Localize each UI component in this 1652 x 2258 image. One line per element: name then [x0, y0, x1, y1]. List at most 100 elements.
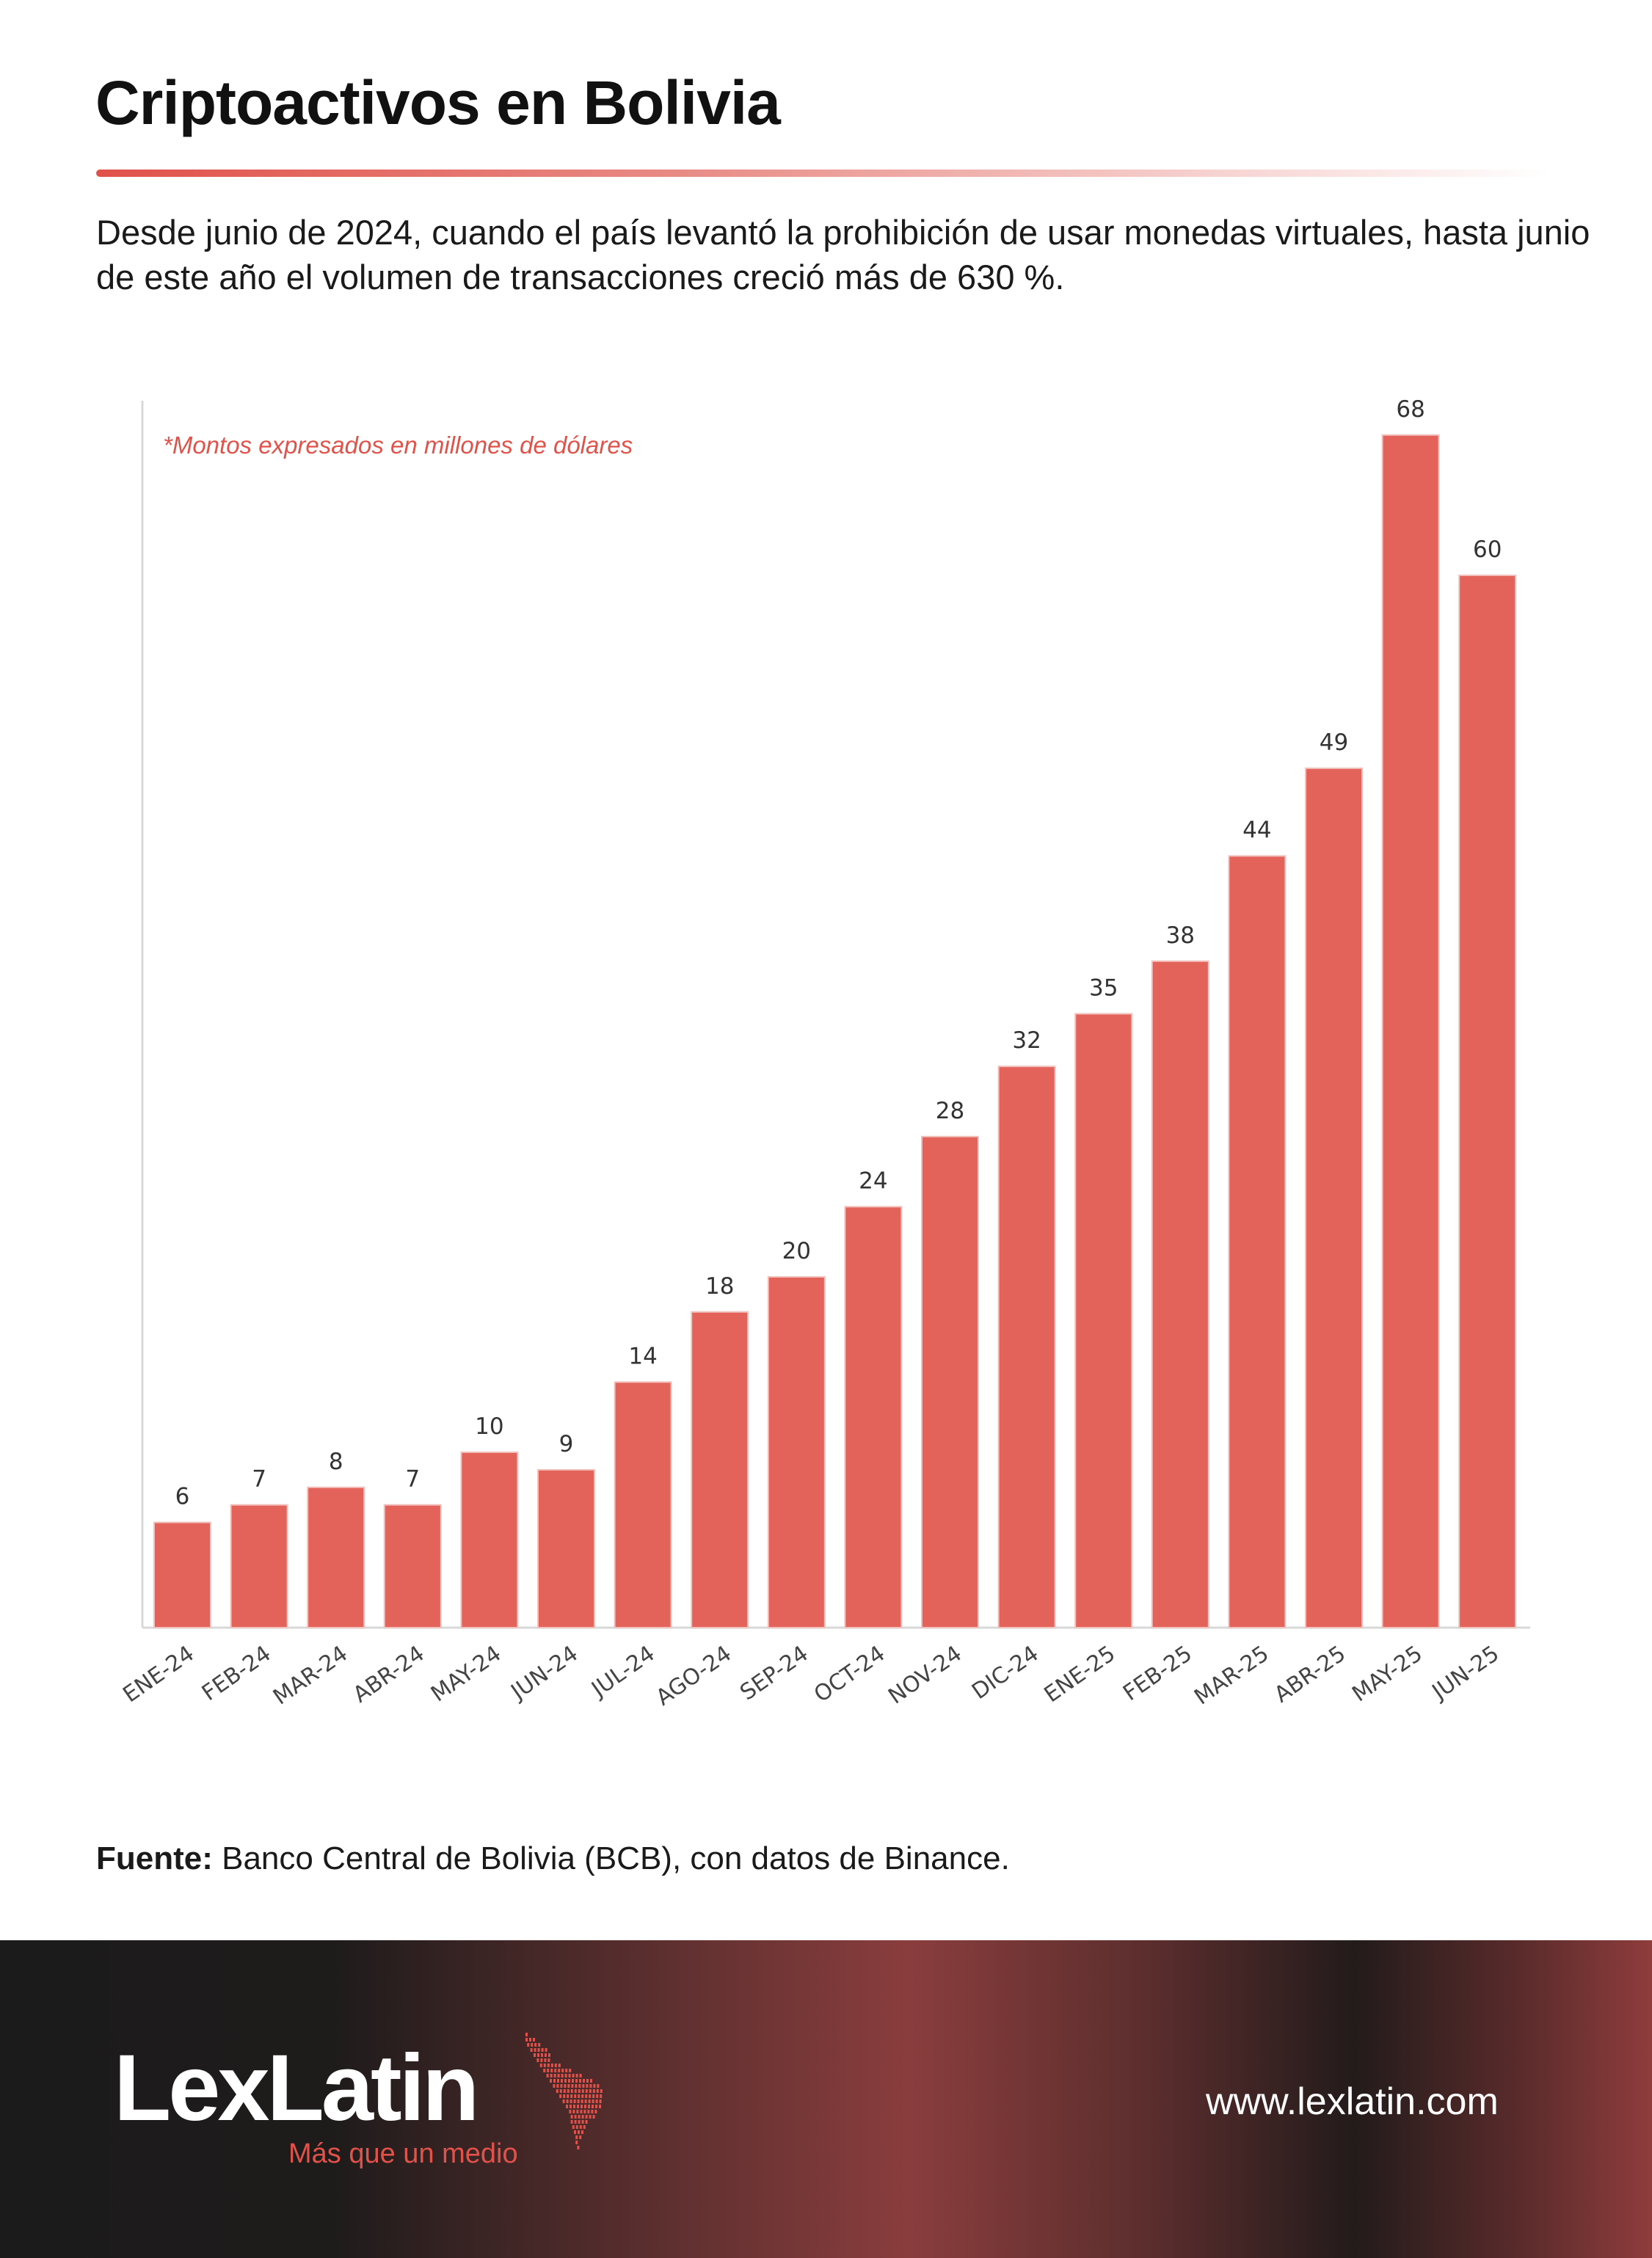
x-tick-label: DIC-24 — [967, 1641, 1044, 1705]
map-dot — [553, 2084, 556, 2088]
map-dot — [589, 2089, 592, 2093]
subtitle: Desde junio de 2024, cuando el país leva… — [96, 213, 1590, 296]
map-dot — [566, 2105, 568, 2108]
data-label: 18 — [705, 1273, 734, 1300]
map-dot — [566, 2099, 569, 2103]
map-dot — [574, 2120, 577, 2124]
map-dot — [589, 2115, 592, 2119]
map-dot — [573, 2099, 576, 2103]
map-dot — [583, 2125, 586, 2129]
map-dot — [579, 2135, 582, 2139]
tagline: Más que un medio — [288, 2138, 518, 2169]
x-tick-label: ABR-24 — [349, 1641, 429, 1708]
data-label: 9 — [559, 1431, 574, 1457]
map-dot — [574, 2089, 577, 2093]
map-dot — [588, 2099, 591, 2103]
map-dot — [585, 2094, 588, 2098]
map-dot — [563, 2094, 566, 2098]
x-tick-label: ENE-24 — [118, 1641, 199, 1708]
data-label: 44 — [1242, 817, 1271, 843]
map-dot — [592, 2089, 595, 2093]
map-dot — [570, 2120, 573, 2124]
map-dot — [582, 2084, 585, 2088]
map-dot — [547, 2058, 550, 2062]
map-dot — [558, 2069, 561, 2072]
map-dot — [587, 2110, 590, 2113]
map-dot — [538, 2043, 541, 2047]
map-dot — [572, 2074, 575, 2077]
data-label: 60 — [1473, 536, 1502, 563]
map-dot — [580, 2110, 583, 2113]
data-label: 14 — [628, 1343, 657, 1369]
latin-america-map-icon — [525, 2033, 603, 2149]
map-dot — [593, 2084, 596, 2088]
map-dot — [578, 2120, 581, 2124]
data-label: 32 — [1012, 1027, 1041, 1054]
map-dot — [583, 2079, 585, 2083]
map-dot — [581, 2094, 584, 2098]
map-dot — [579, 2125, 582, 2129]
map-dot — [560, 2084, 563, 2088]
bar — [767, 1276, 826, 1628]
map-dot — [546, 2074, 549, 2077]
map-dot — [550, 2064, 553, 2067]
map-dot — [544, 2058, 547, 2062]
map-dot — [537, 2053, 539, 2057]
map-dot — [533, 2038, 535, 2042]
x-tick-label: MAR-24 — [269, 1641, 352, 1711]
bar — [1074, 1013, 1133, 1628]
map-dot — [561, 2069, 564, 2072]
x-tick-label: JUL-24 — [586, 1641, 659, 1703]
website-link[interactable]: www.lexlatin.com — [1206, 2080, 1499, 2123]
map-dot — [583, 2110, 586, 2113]
map-dot — [572, 2125, 575, 2129]
map-dot — [578, 2084, 581, 2088]
map-dot — [525, 2038, 528, 2042]
map-dot — [577, 2146, 580, 2149]
map-dot — [570, 2105, 572, 2108]
x-tick-label: NOV-24 — [884, 1641, 967, 1710]
x-tick-label: MAY-25 — [1347, 1641, 1427, 1708]
map-dot — [581, 2115, 584, 2119]
footer: LexLatin Más que un medio www.lexlatin.c… — [0, 1940, 1652, 2258]
source-note: Fuente: Banco Central de Bolivia (BCB), … — [96, 1840, 1010, 1877]
map-dot — [573, 2105, 575, 2108]
map-dot — [596, 2094, 599, 2098]
map-dot — [554, 2069, 557, 2072]
map-dot — [564, 2079, 567, 2083]
map-dot — [534, 2048, 536, 2052]
map-dot — [550, 2079, 552, 2083]
map-dot — [525, 2033, 528, 2036]
bar — [383, 1504, 442, 1628]
map-dot — [559, 2094, 562, 2098]
map-dot — [557, 2074, 560, 2077]
map-dot — [541, 2053, 543, 2057]
x-tick-label: JUN-25 — [1427, 1641, 1504, 1705]
data-label: 68 — [1396, 396, 1424, 423]
bar — [460, 1452, 519, 1628]
map-dot — [567, 2089, 570, 2093]
x-tick-label: OCT-24 — [809, 1641, 889, 1708]
map-dot — [588, 2105, 590, 2108]
map-dot — [556, 2089, 558, 2093]
map-dot — [527, 2043, 530, 2047]
map-dot — [543, 2069, 546, 2072]
map-dot — [581, 2130, 583, 2134]
map-dot — [553, 2074, 556, 2077]
map-dot — [570, 2089, 573, 2093]
map-dot — [594, 2110, 597, 2113]
x-tick-label: MAR-25 — [1190, 1641, 1273, 1711]
map-dot — [572, 2110, 575, 2113]
title-divider — [96, 170, 1549, 177]
x-tick-label: ENE-25 — [1040, 1641, 1121, 1708]
data-label: 8 — [329, 1449, 343, 1475]
map-dot — [592, 2099, 594, 2103]
map-dot — [595, 2099, 598, 2103]
source-label: Fuente: — [96, 1840, 213, 1876]
map-dot — [569, 2069, 572, 2072]
map-dot — [559, 2089, 562, 2093]
map-dot — [596, 2089, 599, 2093]
data-label: 10 — [475, 1413, 503, 1440]
x-tick-label: MAY-24 — [426, 1641, 506, 1708]
map-dot — [556, 2084, 559, 2088]
